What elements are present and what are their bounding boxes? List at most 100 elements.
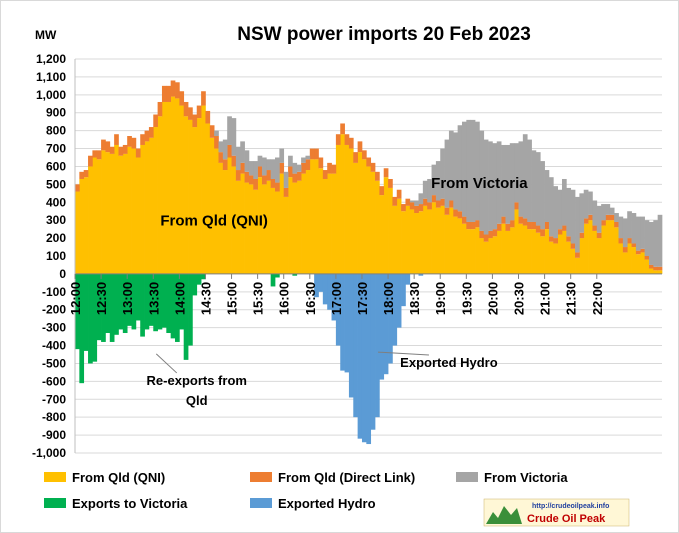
bar-segment xyxy=(535,225,541,233)
annotation-text: Qld xyxy=(186,393,208,408)
bar-segment xyxy=(518,141,524,217)
bar-segment xyxy=(331,164,337,174)
bar-segment xyxy=(575,196,580,253)
bar-segment xyxy=(583,223,589,274)
bar-segment xyxy=(518,216,524,224)
bar-segment xyxy=(127,273,132,326)
bar-segment xyxy=(392,205,398,274)
bar-segment xyxy=(501,223,506,274)
bar-segment xyxy=(540,161,545,230)
bar-segment xyxy=(431,164,437,196)
bar-segment xyxy=(114,144,119,274)
bar-segment xyxy=(496,141,502,224)
legend-label: From Qld (Direct Link) xyxy=(278,470,415,485)
legend-label: Exports to Victoria xyxy=(72,496,188,511)
bar-segment xyxy=(401,204,406,212)
bar-segment xyxy=(396,189,402,199)
badge-name: Crude Oil Peak xyxy=(527,513,606,525)
y-tick-label: 1,200 xyxy=(36,52,66,66)
bar-segment xyxy=(301,157,306,163)
bar-segment xyxy=(518,223,524,274)
bar-segment xyxy=(483,234,489,242)
bar-segment xyxy=(548,241,554,274)
bar-segment xyxy=(531,150,537,222)
bar-segment xyxy=(79,171,85,179)
bar-segment xyxy=(375,273,380,418)
bar-segment xyxy=(657,266,663,271)
bar-segment xyxy=(618,238,624,244)
y-tick-label: 1,100 xyxy=(36,70,66,84)
bar-segment xyxy=(270,273,276,287)
bar-segment xyxy=(253,189,258,274)
bar-segment xyxy=(135,273,141,321)
y-tick-label: -100 xyxy=(42,285,66,299)
annotation-text: From Victoria xyxy=(431,175,528,192)
bar-segment xyxy=(483,241,489,274)
bar-segment xyxy=(257,155,263,167)
bar-segment xyxy=(657,270,663,274)
bar-segment xyxy=(557,189,563,230)
bar-segment xyxy=(383,273,389,375)
bar-segment xyxy=(418,193,424,205)
bar-segment xyxy=(240,141,245,163)
bar-segment xyxy=(118,273,124,330)
bar-segment xyxy=(79,178,85,274)
bar-segment xyxy=(609,220,615,274)
bar-segment xyxy=(631,243,637,248)
bar-segment xyxy=(579,238,585,274)
bar-segment xyxy=(427,178,432,203)
bar-segment xyxy=(653,220,658,267)
bar-segment xyxy=(496,223,502,231)
bar-segment xyxy=(314,148,319,160)
bar-segment xyxy=(153,127,158,274)
bar-segment xyxy=(553,243,558,274)
legend-label: From Qld (QNI) xyxy=(72,470,165,485)
bar-segment xyxy=(596,205,602,233)
y-tick-label: -900 xyxy=(42,428,66,442)
bar-segment xyxy=(622,218,628,248)
x-tick-label: 16:30 xyxy=(303,282,318,315)
bar-segment xyxy=(535,232,541,274)
bar-segment xyxy=(409,200,415,203)
bar-segment xyxy=(192,114,198,128)
bar-segment xyxy=(279,162,285,174)
bar-segment xyxy=(461,223,467,274)
bar-segment xyxy=(92,150,98,158)
bar-segment xyxy=(588,220,593,274)
bar-segment xyxy=(148,273,154,326)
bar-segment xyxy=(457,218,463,274)
bar-segment xyxy=(414,213,419,274)
series-0 xyxy=(75,96,663,274)
bar-segment xyxy=(553,186,558,239)
bar-segment xyxy=(183,101,189,117)
bar-segment xyxy=(475,220,480,228)
bar-segment xyxy=(588,214,593,221)
bar-segment xyxy=(596,232,602,239)
bar-segment xyxy=(309,148,315,160)
bar-segment xyxy=(409,202,415,210)
bar-segment xyxy=(218,162,224,274)
bar-segment xyxy=(140,134,145,145)
bar-segment xyxy=(379,273,385,380)
bar-segment xyxy=(596,238,602,274)
bar-segment xyxy=(488,141,493,231)
annotation-text: From Qld (QNI) xyxy=(160,213,268,230)
bar-segment xyxy=(335,134,341,145)
bar-segment xyxy=(405,273,411,285)
x-tick-label: 14:00 xyxy=(172,282,187,315)
bar-segment xyxy=(231,118,237,156)
bar-segment xyxy=(648,264,654,269)
bar-segment xyxy=(79,273,85,384)
bar-segment xyxy=(318,157,324,169)
bar-segment xyxy=(383,168,389,178)
x-tick-label: 22:00 xyxy=(590,282,605,315)
bar-segment xyxy=(161,85,167,102)
bar-segment xyxy=(214,136,219,149)
bar-segment xyxy=(548,177,554,237)
bar-segment xyxy=(331,273,337,321)
bar-segment xyxy=(166,273,172,334)
y-tick-labels: 1,200 1,100 1,000 900 800 700 600 500 400 300 200 1… xyxy=(32,52,66,460)
bar-segment xyxy=(261,175,267,185)
bar-segment xyxy=(609,207,615,215)
bar-segment xyxy=(170,273,176,339)
